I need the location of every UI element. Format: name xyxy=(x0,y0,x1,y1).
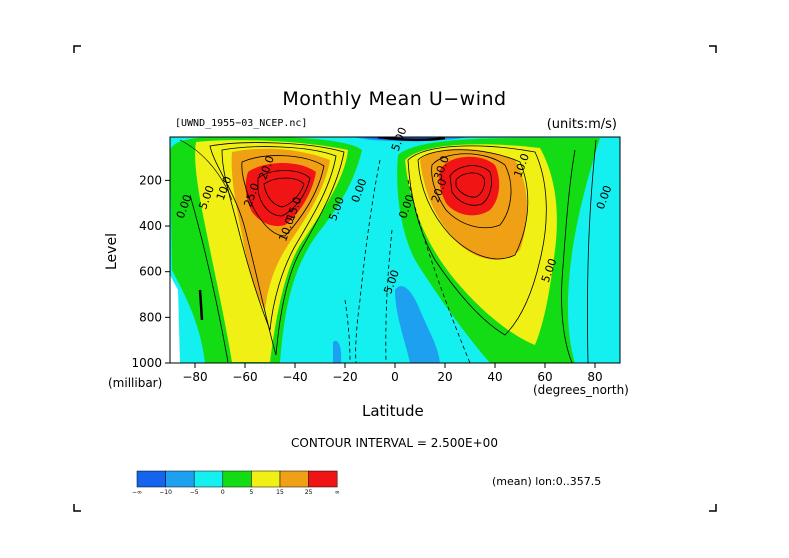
contour-value-label: 25.0 xyxy=(241,181,262,208)
contour-value-label: 10.0 xyxy=(511,152,532,179)
colorbar-tick-label: −10 xyxy=(159,489,172,496)
colorbar-swatch xyxy=(279,470,309,488)
plot-background xyxy=(170,137,620,363)
x-tick-label: 60 xyxy=(537,370,552,384)
y-tick-label: 400 xyxy=(139,219,162,233)
contour-value-label: 5.00 xyxy=(196,184,217,211)
y-tick-label: 800 xyxy=(139,310,162,324)
contour-fill xyxy=(170,137,600,363)
y-axis-units: (millibar) xyxy=(108,376,163,390)
y-axis-label: Level xyxy=(104,233,120,270)
contour-value-label: 15.0 xyxy=(284,195,305,222)
x-tick-label: −60 xyxy=(232,370,257,384)
x-tick-label: 0 xyxy=(391,370,399,384)
contour-value-label: 0.00 xyxy=(174,193,195,220)
contour-value-label: 20.0 xyxy=(429,177,450,204)
units-label: (units:m/s) xyxy=(546,117,617,132)
colorbar-tick-label: −∞ xyxy=(132,489,142,496)
colorbar-tick-label: ∞ xyxy=(335,489,340,496)
contour-lines xyxy=(179,137,597,363)
colorbar-swatch xyxy=(165,470,195,488)
mean-note: (mean) lon:0..357.5 xyxy=(492,475,602,488)
colorbar-swatch xyxy=(193,470,224,488)
x-tick-label: −80 xyxy=(182,370,207,384)
colorbar-tick-label: 0 xyxy=(221,489,225,496)
colorbar-tick-label: −5 xyxy=(190,489,199,496)
contour-value-label: 5.00 xyxy=(389,125,410,152)
contour-value-label: 5.00 xyxy=(381,268,402,295)
colorbar: −∞ −10 −5 0 5 15 25 ∞ xyxy=(132,470,340,496)
contour-value-label: 10.0 xyxy=(214,175,235,202)
contour-value-label: 10.0 xyxy=(276,216,297,243)
plot-frame xyxy=(169,136,621,364)
chart-title: Monthly Mean U−wind xyxy=(282,88,507,110)
contour-value-label: 0.00 xyxy=(396,193,417,220)
x-tick-label: 40 xyxy=(487,370,502,384)
contour-value-label: 5.00 xyxy=(326,195,347,222)
y-tick-label: 600 xyxy=(139,265,162,279)
contour-value-label: 5.00 xyxy=(539,257,560,284)
x-tick-label: −20 xyxy=(332,370,357,384)
x-tick-label: 20 xyxy=(437,370,452,384)
colorbar-swatch xyxy=(251,470,281,488)
axis-layer: −80 −60 −40 −20 0 20 40 60 80 200 400 600 800 1000 xyxy=(131,173,602,384)
contour-value-label: 20.0 xyxy=(256,154,277,181)
y-tick-label: 200 xyxy=(139,173,162,187)
contour-value-label: 0.00 xyxy=(349,177,370,204)
y-tick-label: 1000 xyxy=(131,356,162,370)
colorbar-tick-label: 15 xyxy=(276,489,284,496)
x-tick-label: 80 xyxy=(587,370,602,384)
dataset-label: [UWND_1955−03_NCEP.nc] xyxy=(175,118,308,129)
colorbar-tick-label: 5 xyxy=(249,489,253,496)
colorbar-swatch xyxy=(222,470,252,488)
contour-label-layer: 20.010.05.000.00 25.0 15.010.05.000.005.00… xyxy=(174,125,615,295)
contour-value-label: 30.0 xyxy=(431,154,452,181)
contour-value-label: 0.00 xyxy=(594,184,615,211)
colorbar-tick-label: 25 xyxy=(305,489,313,496)
x-tick-label: −40 xyxy=(282,370,307,384)
contour-interval-note: CONTOUR INTERVAL = 2.500E+00 xyxy=(291,436,498,450)
x-axis-label: Latitude xyxy=(362,402,424,420)
colorbar-swatch xyxy=(136,470,166,488)
colorbar-swatch xyxy=(308,470,338,488)
x-axis-units: (degrees_north) xyxy=(533,383,629,397)
